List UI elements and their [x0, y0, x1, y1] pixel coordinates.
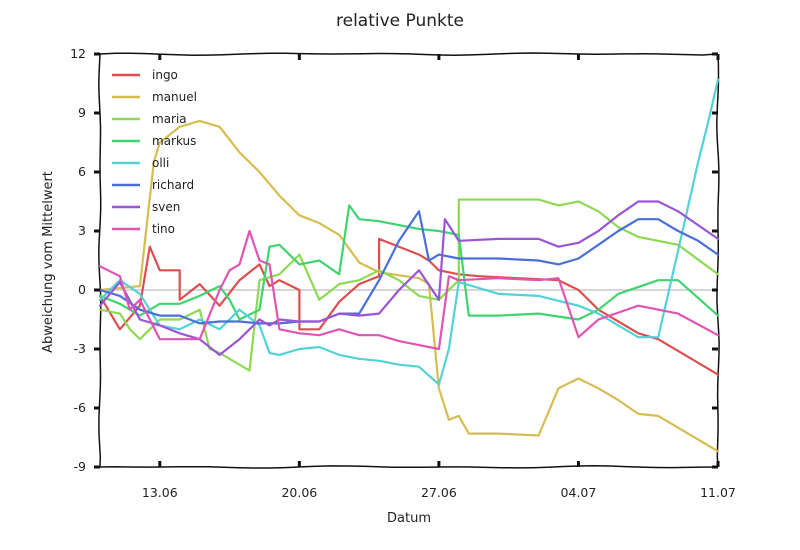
y-tick-label: 3 — [78, 223, 86, 238]
chart-title: relative Punkte — [336, 11, 464, 31]
y-axis-label: Abweichung vom Mittelwert — [41, 171, 56, 353]
legend-label-manuel: manuel — [152, 90, 197, 104]
frame-bottom — [99, 465, 719, 469]
legend-label-maria: maria — [152, 112, 187, 126]
series-line-olli — [98, 78, 720, 386]
frame-top — [99, 52, 719, 56]
y-tick-label: -3 — [74, 341, 86, 356]
y-axis-ticks: -9 -6 -3 0 3 6 9 12 — [70, 46, 718, 474]
legend-label-olli: olli — [152, 156, 169, 170]
frame-right — [716, 53, 720, 468]
x-tick-label: 13.06 — [142, 485, 178, 500]
legend-label-ingo: ingo — [152, 68, 178, 82]
x-tick-label: 11.07 — [700, 485, 736, 500]
y-tick-label: 6 — [78, 164, 86, 179]
frame-left — [98, 53, 102, 468]
y-tick-label: -9 — [74, 459, 87, 474]
y-tick-label: -6 — [74, 400, 87, 415]
legend-label-markus: markus — [152, 134, 196, 148]
legend-label-sven: sven — [152, 200, 180, 214]
y-tick-label: 9 — [78, 105, 86, 120]
x-axis-label: Datum — [387, 511, 431, 526]
series-line-sven — [98, 200, 720, 356]
legend-label-richard: richard — [152, 178, 194, 192]
series-line-manuel — [98, 119, 720, 453]
series-line-richard — [98, 210, 720, 325]
x-tick-label: 04.07 — [561, 485, 597, 500]
x-tick-label: 27.06 — [421, 485, 457, 500]
x-axis-ticks: 13.06 20.06 27.06 04.07 11.07 — [142, 54, 736, 500]
legend: ingo manuel maria markus olli richard sven tino — [112, 68, 197, 236]
series-line-ingo — [98, 237, 720, 376]
legend-label-tino: tino — [152, 222, 175, 236]
series-layer — [98, 78, 720, 453]
series-line-markus — [98, 204, 720, 321]
y-tick-label: 12 — [70, 46, 86, 61]
series-line-tino — [98, 229, 720, 351]
y-tick-label: 0 — [78, 282, 86, 297]
x-tick-label: 20.06 — [281, 485, 317, 500]
plot-frame — [98, 52, 720, 469]
